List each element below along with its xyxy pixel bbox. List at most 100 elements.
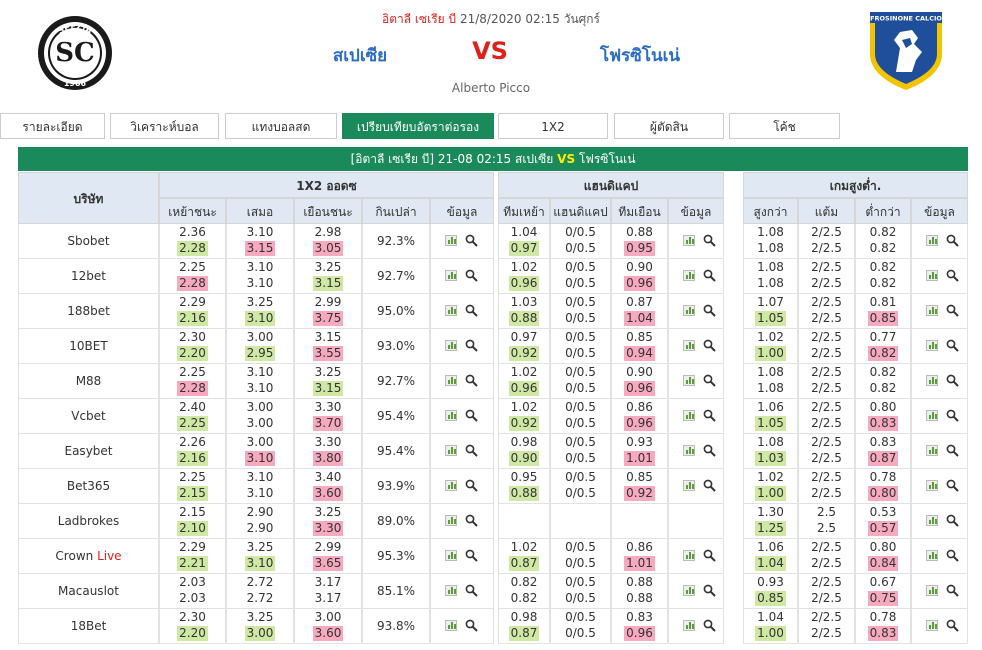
search-icon[interactable] [465,234,478,247]
bar-chart-icon[interactable] [926,340,938,351]
search-icon[interactable] [946,549,959,562]
search-icon[interactable] [946,269,959,282]
search-icon[interactable] [465,374,478,387]
bar-chart-icon[interactable] [683,410,695,421]
bar-chart-icon[interactable] [926,375,938,386]
company-label[interactable]: 10BET [69,339,108,353]
bar-chart-icon[interactable] [445,305,457,316]
company-name[interactable]: 10BET [19,338,158,354]
search-icon[interactable] [946,514,959,527]
bar-chart-icon[interactable] [683,445,695,456]
company-cell[interactable]: Vcbet [18,399,159,434]
bar-chart-icon[interactable] [445,585,457,596]
search-icon[interactable] [703,304,716,317]
search-icon[interactable] [465,339,478,352]
company-name[interactable]: Sbobet [19,233,158,249]
bar-chart-icon[interactable] [445,235,457,246]
company-name[interactable]: Crown Live [19,548,158,564]
bar-chart-icon[interactable] [926,270,938,281]
search-icon[interactable] [465,584,478,597]
search-icon[interactable] [946,479,959,492]
company-name[interactable]: 18Bet [19,618,158,634]
tab-coach[interactable]: โค้ช [729,113,840,139]
search-icon[interactable] [703,479,716,492]
search-icon[interactable] [703,619,716,632]
company-label[interactable]: 12bet [71,269,106,283]
company-cell[interactable]: Bet365 [18,469,159,504]
company-label[interactable]: Sbobet [67,234,110,248]
bar-chart-icon[interactable] [683,340,695,351]
bar-chart-icon[interactable] [926,620,938,631]
search-icon[interactable] [703,409,716,422]
bar-chart-icon[interactable] [445,480,457,491]
search-icon[interactable] [465,514,478,527]
tab-details[interactable]: รายละเอียด [0,113,105,139]
live-badge[interactable]: Live [97,549,122,563]
tab-odds-compare[interactable]: เปรียบเทียบอัตราต่อรอง [342,113,494,139]
bar-chart-icon[interactable] [926,235,938,246]
tab-1x2[interactable]: 1X2 [498,113,608,139]
company-cell[interactable]: M88 [18,364,159,399]
search-icon[interactable] [946,444,959,457]
bar-chart-icon[interactable] [683,305,695,316]
company-label[interactable]: Easybet [64,444,113,458]
company-cell[interactable]: Crown Live [18,539,159,574]
bar-chart-icon[interactable] [926,585,938,596]
search-icon[interactable] [946,304,959,317]
company-cell[interactable]: 188bet [18,294,159,329]
search-icon[interactable] [465,269,478,282]
company-label[interactable]: Vcbet [71,409,106,423]
search-icon[interactable] [946,409,959,422]
bar-chart-icon[interactable] [926,550,938,561]
league-name[interactable]: อิตาลี เซเรีย บี [381,12,457,26]
search-icon[interactable] [703,374,716,387]
home-team-name[interactable]: สเปเซีย [332,46,388,66]
company-cell[interactable]: Sbobet [18,224,159,259]
search-icon[interactable] [946,339,959,352]
bar-chart-icon[interactable] [926,305,938,316]
search-icon[interactable] [465,304,478,317]
bar-chart-icon[interactable] [445,410,457,421]
company-label[interactable]: M88 [75,374,102,388]
bar-chart-icon[interactable] [445,445,457,456]
tab-referee[interactable]: ผู้ตัดสิน [614,113,724,139]
bar-chart-icon[interactable] [926,410,938,421]
bar-chart-icon[interactable] [445,515,457,526]
company-label[interactable]: Crown [55,549,94,563]
company-label[interactable]: Bet365 [66,479,111,493]
search-icon[interactable] [946,619,959,632]
search-icon[interactable] [946,374,959,387]
company-label[interactable]: Ladbrokes [57,514,120,528]
bar-chart-icon[interactable] [683,550,695,561]
search-icon[interactable] [465,549,478,562]
tab-analysis[interactable]: วิเคราะห์บอล [110,113,219,139]
home-team-logo[interactable]: SC SPEZIA 1906 [37,15,113,91]
search-icon[interactable] [703,269,716,282]
company-label[interactable]: 18Bet [70,619,107,633]
company-name[interactable]: M88 [19,373,158,389]
company-name[interactable]: Vcbet [19,408,158,424]
company-cell[interactable]: Macauslot [18,574,159,609]
company-label[interactable]: 188bet [67,304,110,318]
bar-chart-icon[interactable] [445,270,457,281]
search-icon[interactable] [465,409,478,422]
bar-chart-icon[interactable] [445,340,457,351]
company-cell[interactable]: 12bet [18,259,159,294]
bar-chart-icon[interactable] [683,620,695,631]
company-name[interactable]: 12bet [19,268,158,284]
bar-chart-icon[interactable] [683,375,695,386]
company-name[interactable]: Bet365 [19,478,158,494]
company-cell[interactable]: Ladbrokes [18,504,159,539]
away-team-name[interactable]: โฟรซิโนเน่ [599,46,681,66]
company-cell[interactable]: 10BET [18,329,159,364]
company-name[interactable]: Easybet [19,443,158,459]
search-icon[interactable] [703,549,716,562]
company-cell[interactable]: Easybet [18,434,159,469]
company-name[interactable]: Macauslot [19,583,158,599]
bar-chart-icon[interactable] [445,375,457,386]
company-label[interactable]: Macauslot [58,584,119,598]
tab-live-betting[interactable]: แทงบอลสด [225,113,337,139]
search-icon[interactable] [703,584,716,597]
bar-chart-icon[interactable] [683,270,695,281]
search-icon[interactable] [703,234,716,247]
